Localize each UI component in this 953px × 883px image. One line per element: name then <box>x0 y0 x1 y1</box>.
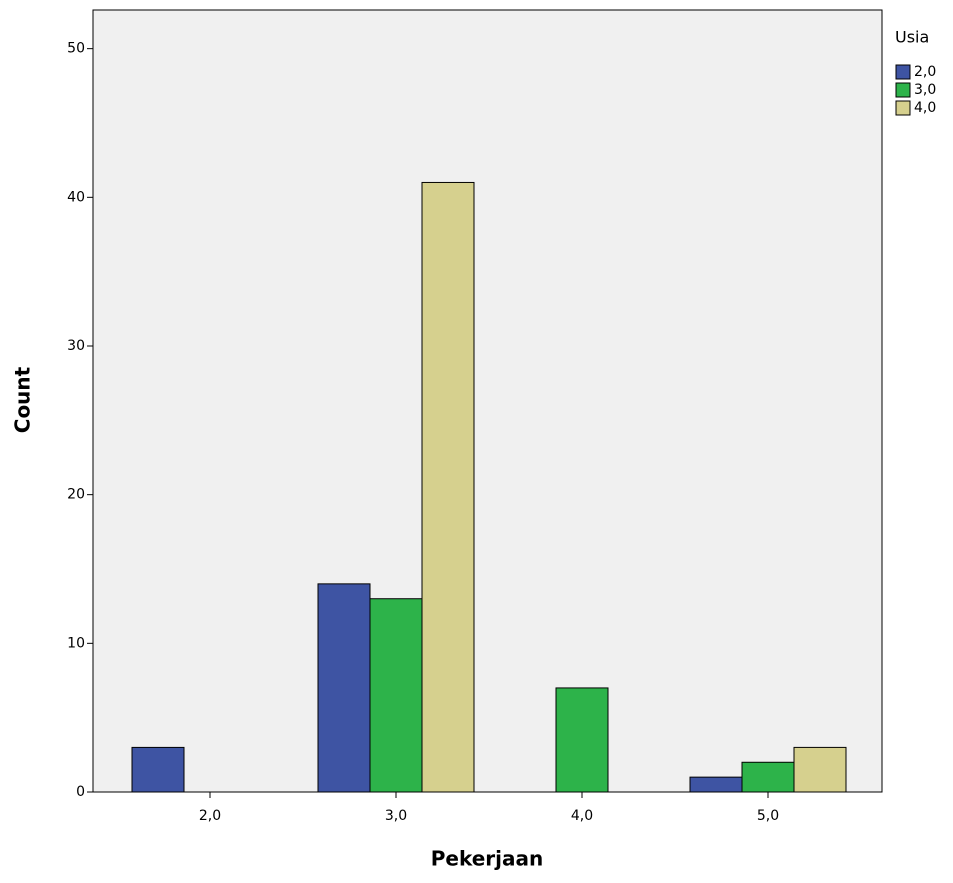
legend-swatch <box>896 65 910 79</box>
legend-swatch <box>896 101 910 115</box>
x-tick-label: 2,0 <box>199 808 221 824</box>
legend-label: 2,0 <box>914 64 936 80</box>
y-tick-label: 20 <box>67 487 85 503</box>
x-tick-label: 4,0 <box>571 808 593 824</box>
y-tick-label: 0 <box>76 784 85 800</box>
bar <box>370 599 422 792</box>
chart: Pekerjaan Count Usia 0 10 20 30 40 50 2,0 3,0 4,… <box>0 0 953 883</box>
bar <box>132 747 184 792</box>
y-tick-label: 10 <box>67 635 85 651</box>
y-tick-label: 30 <box>67 338 85 354</box>
plot-area <box>93 10 882 792</box>
legend-swatch <box>896 83 910 97</box>
y-tick-label: 50 <box>67 41 85 57</box>
bar <box>318 584 370 792</box>
bar <box>690 777 742 792</box>
y-tick-label: 40 <box>67 189 85 205</box>
x-tick-label: 5,0 <box>757 808 779 824</box>
bar <box>742 762 794 792</box>
legend-label: 4,0 <box>914 100 936 116</box>
bar <box>556 688 608 792</box>
legend-label: 3,0 <box>914 82 936 98</box>
x-axis-title: Pekerjaan <box>431 847 544 871</box>
bar <box>794 747 846 792</box>
x-tick-label: 3,0 <box>385 808 407 824</box>
y-axis-title: Count <box>11 366 35 433</box>
bar <box>422 182 474 792</box>
legend-title: Usia <box>895 28 929 47</box>
